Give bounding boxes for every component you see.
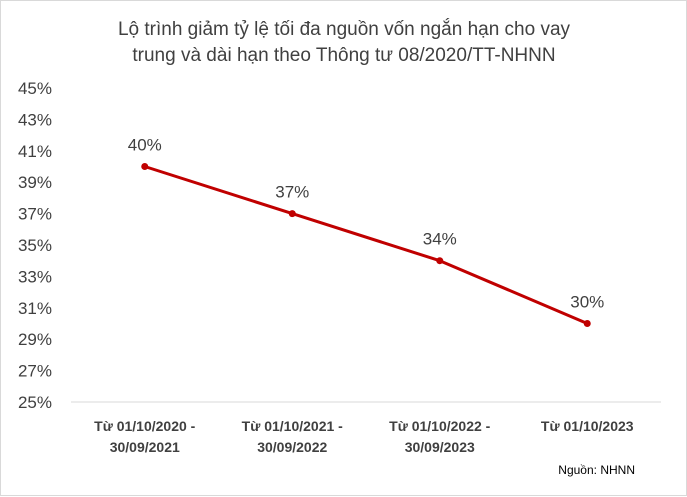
x-tick-label: Từ 01/10/2022 - <box>389 418 491 434</box>
x-tick-label: Từ 01/10/2023 <box>541 418 634 434</box>
y-tick-label: 29% <box>18 330 52 349</box>
y-tick-label: 31% <box>18 299 52 318</box>
data-label: 37% <box>275 183 309 202</box>
series-line <box>144 165 588 325</box>
y-tick-label: 27% <box>18 362 52 381</box>
x-tick-label: Từ 01/10/2021 - <box>242 418 344 434</box>
y-tick-label: 25% <box>18 393 52 412</box>
y-axis: 25% 27% 29% 31% 33% 35% 37% 39% 41% 43% 45% <box>18 79 52 412</box>
chart-title-line: Lộ trình giảm tỷ lệ tối đa nguồn vốn ngắ… <box>118 18 571 40</box>
y-tick-label: 37% <box>18 205 52 224</box>
data-label: 40% <box>128 136 162 155</box>
chart-title: Lộ trình giảm tỷ lệ tối đa nguồn vốn ngắ… <box>118 18 571 66</box>
y-tick-label: 41% <box>18 142 52 161</box>
y-tick-label: 33% <box>18 267 52 286</box>
x-tick-label: Từ 01/10/2020 - <box>94 418 196 434</box>
data-point <box>141 163 149 170</box>
data-point <box>436 257 444 265</box>
series <box>141 163 591 327</box>
data-point <box>583 320 591 327</box>
chart-title-line: trung và dài hạn theo Thông tư 08/2020/T… <box>132 45 555 66</box>
y-tick-label: 45% <box>18 79 52 98</box>
y-tick-label: 39% <box>18 173 52 192</box>
x-tick-label: 30/09/2021 <box>110 439 180 455</box>
data-point <box>288 210 296 218</box>
y-tick-label: 35% <box>18 236 52 255</box>
source-note: Nguồn: NHNN <box>558 463 635 477</box>
data-label: 30% <box>570 293 604 312</box>
x-axis: Từ 01/10/2020 - 30/09/2021 Từ 01/10/2021 -… <box>94 418 634 455</box>
data-labels: 40% 37% 34% 30% <box>128 136 605 312</box>
x-tick-label: 30/09/2022 <box>257 439 327 455</box>
y-tick-label: 43% <box>18 110 52 129</box>
x-tick-label: 30/09/2023 <box>405 439 475 455</box>
data-label: 34% <box>423 230 457 249</box>
